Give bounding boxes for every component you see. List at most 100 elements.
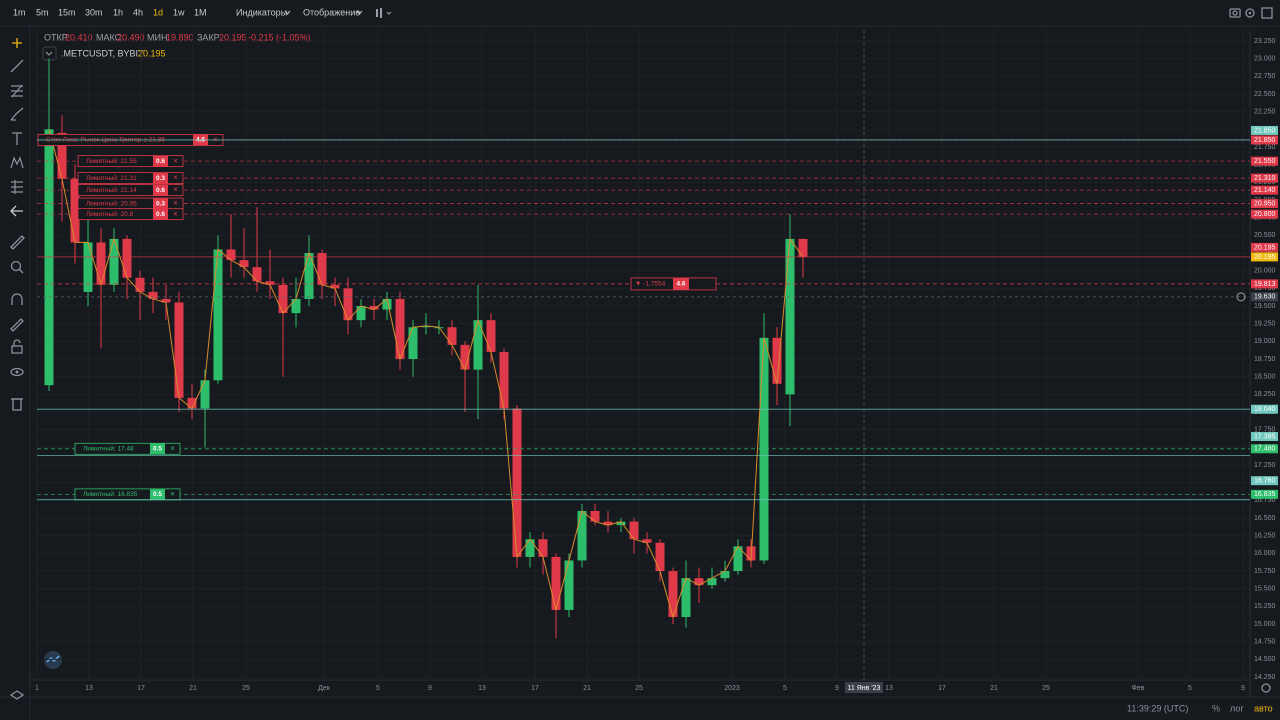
timeframe-button[interactable]: 1h	[113, 7, 123, 17]
y-tick-label: 16.000	[1254, 550, 1276, 557]
x-tick-label: 9	[1241, 685, 1245, 692]
order-cancel[interactable]: ×	[170, 444, 175, 453]
low-value: 19.890	[166, 32, 194, 42]
timeframe-button[interactable]: 1w	[173, 7, 185, 17]
lock-drawing-tool[interactable]	[10, 318, 24, 332]
candle-body	[525, 539, 535, 557]
settings-gear-bottom[interactable]	[1261, 683, 1271, 693]
candle-body	[655, 542, 665, 572]
price-badge	[1251, 489, 1278, 499]
y-tick-label: 15.250	[1254, 603, 1276, 610]
price-badge	[1251, 156, 1278, 166]
order-text: Лимитный: 21.55	[86, 157, 137, 165]
price-badge	[1251, 242, 1278, 252]
alert-button[interactable]	[1236, 292, 1246, 302]
candle-body	[447, 327, 457, 345]
settings-button[interactable]	[1245, 8, 1255, 18]
timeframe-button[interactable]: 1M	[194, 7, 207, 17]
trash-tool[interactable]	[11, 398, 23, 411]
percent-toggle[interactable]: %	[1212, 703, 1220, 713]
back-tool[interactable]	[10, 205, 23, 217]
auto-toggle[interactable]: авто	[1254, 703, 1273, 713]
brush-tool[interactable]	[10, 107, 24, 121]
x-tick-label: 5	[1188, 685, 1192, 692]
y-tick-label: 20.000	[1254, 268, 1276, 275]
candle-body	[590, 510, 600, 522]
order-cancel[interactable]: ×	[173, 199, 178, 208]
x-tick-label: 9	[428, 685, 432, 692]
timeframe-button[interactable]: 4h	[133, 7, 143, 17]
candle-body	[135, 277, 145, 292]
price-badge-label: 20.950	[1254, 200, 1276, 207]
order-cancel[interactable]: ×	[170, 489, 175, 498]
candle-body	[252, 267, 262, 282]
order-cancel[interactable]: ×	[173, 156, 178, 165]
timeframe-button[interactable]: 30m	[85, 7, 103, 17]
chart-type-button[interactable]	[376, 8, 392, 18]
x-tick-label: 25	[242, 685, 250, 692]
candle-body	[200, 380, 210, 409]
display-menu[interactable]: Отображение	[303, 7, 360, 17]
y-tick-label: 19.250	[1254, 321, 1276, 328]
price-badge-label: 17.385	[1254, 433, 1276, 440]
crosshair-tool[interactable]	[12, 38, 22, 48]
screenshot-button[interactable]	[1229, 8, 1241, 18]
price-badge-label: 18.040	[1254, 406, 1276, 413]
magnet-tool[interactable]	[11, 293, 23, 305]
timeframe-button[interactable]: 15m	[58, 7, 76, 17]
candle-body	[720, 571, 730, 579]
lock-tool[interactable]	[11, 339, 23, 354]
order-text: Лимитный: 16.835	[83, 490, 138, 498]
order-cancel[interactable]: ×	[173, 209, 178, 218]
position-qty: 4.6	[676, 281, 685, 288]
visibility-tool[interactable]	[10, 367, 24, 377]
order-cancel[interactable]: ×	[173, 185, 178, 194]
order-qty-box	[153, 155, 168, 167]
x-tick-label: 21	[583, 685, 591, 692]
open-value: 20.410	[65, 32, 93, 42]
ruler-tool[interactable]	[10, 235, 25, 250]
open-label: ОТКР	[44, 32, 68, 42]
candle-body	[239, 260, 249, 268]
fib-tool[interactable]	[11, 84, 23, 98]
x-tick-label: 9	[835, 685, 839, 692]
candle-body	[603, 521, 613, 526]
candle-body	[369, 306, 379, 310]
candle-body	[538, 539, 548, 557]
y-tick-label: 16.500	[1254, 515, 1276, 522]
timeframe-button[interactable]: 5m	[36, 7, 49, 17]
candle-body	[733, 546, 743, 572]
candle-body	[785, 238, 795, 395]
logo-badge[interactable]	[44, 651, 62, 669]
fullscreen-button[interactable]	[1261, 7, 1273, 19]
candle-body	[265, 281, 275, 285]
text-tool[interactable]	[12, 132, 22, 145]
candle-body	[629, 521, 639, 540]
pattern-tool[interactable]	[10, 156, 24, 169]
x-tick-label: 17	[137, 685, 145, 692]
price-badge	[1251, 125, 1278, 135]
zoom-tool[interactable]	[10, 260, 24, 274]
trend-line-tool[interactable]	[10, 59, 24, 73]
candle-body	[551, 556, 561, 610]
clock: 11:39:29 (UTC)	[1127, 703, 1188, 713]
order-qty-box	[153, 184, 168, 196]
order-text: Лимитный: 17.48	[83, 445, 134, 453]
candle-body	[278, 284, 288, 314]
candle-body	[668, 571, 678, 617]
price-badge-label: 20.800	[1254, 211, 1276, 218]
close-line	[48, 129, 804, 619]
prediction-tool[interactable]	[11, 180, 23, 194]
y-tick-label: 19.750	[1254, 285, 1276, 292]
timeframe-button[interactable]: 1m	[13, 7, 26, 17]
price-badge	[1251, 432, 1278, 442]
candle-body	[291, 298, 301, 314]
last-price: 20.195	[138, 48, 166, 58]
candle-body	[395, 298, 405, 360]
y-tick-label: 23.250	[1254, 38, 1276, 45]
log-toggle[interactable]: лог	[1230, 703, 1244, 713]
indicators-menu[interactable]: Индикаторы	[236, 7, 287, 17]
order-cancel[interactable]: ×	[173, 173, 178, 182]
layers-tool[interactable]	[9, 690, 25, 700]
timeframe-button[interactable]: 1d	[153, 7, 163, 17]
